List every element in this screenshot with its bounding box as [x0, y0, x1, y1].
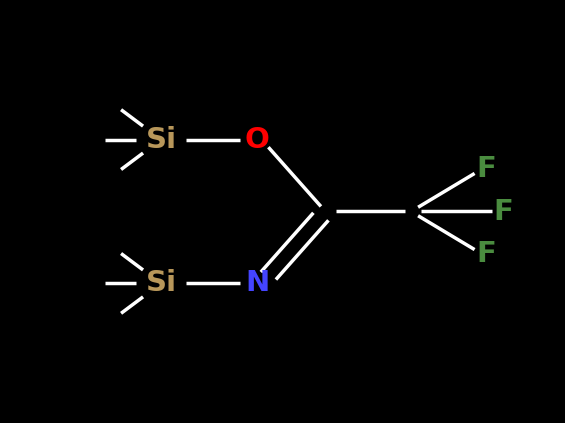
Text: O: O	[245, 126, 270, 154]
Text: N: N	[245, 269, 269, 297]
Text: F: F	[476, 240, 496, 268]
Text: Si: Si	[145, 269, 177, 297]
Text: F: F	[476, 155, 496, 183]
Text: Si: Si	[145, 126, 177, 154]
Text: F: F	[493, 198, 513, 225]
